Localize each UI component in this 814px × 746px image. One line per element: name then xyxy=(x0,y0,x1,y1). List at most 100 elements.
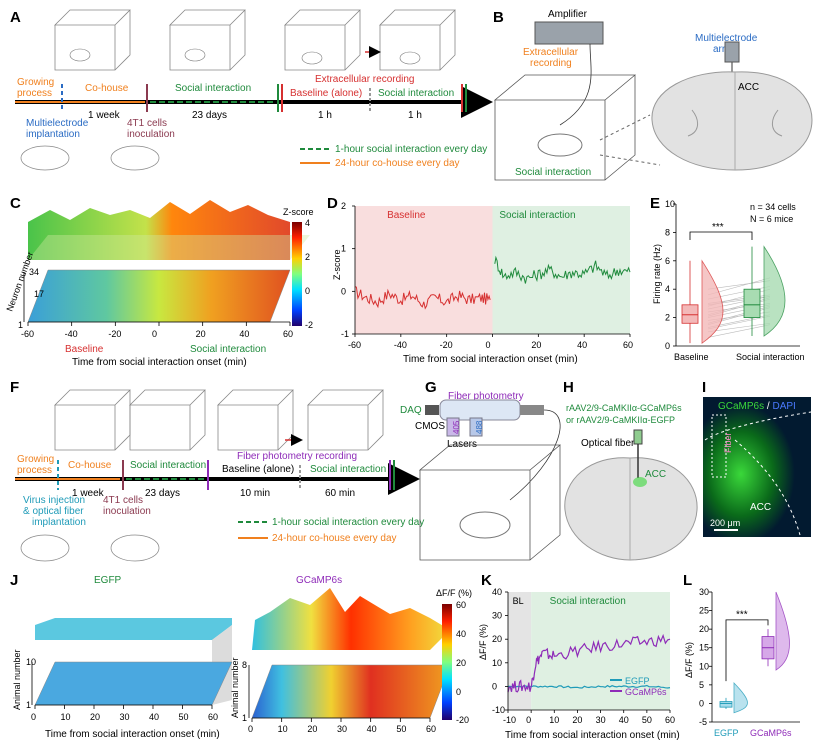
significance-bracket xyxy=(725,619,769,682)
cage-icon xyxy=(54,9,456,71)
x-tick-label: -10 xyxy=(503,715,516,725)
colorbar-title: Z-score xyxy=(283,207,314,217)
colorbar-tick: 60 xyxy=(456,600,466,610)
violin xyxy=(763,245,786,337)
micrograph xyxy=(703,397,811,537)
egfp-surface xyxy=(34,618,233,706)
colorbar-tick: 40 xyxy=(456,629,466,639)
sixty-min-label: 60 min xyxy=(325,488,355,499)
process-label: process xyxy=(17,88,52,99)
y-tick-label: 5 xyxy=(699,680,704,690)
recording-cage xyxy=(418,444,562,561)
recording-label: recording xyxy=(530,58,572,69)
daq-label: DAQ xyxy=(400,405,422,416)
social-label: Social interaction xyxy=(190,344,266,355)
x-axis-label: Time from social interaction onset (min) xyxy=(505,730,680,741)
x-axis-label: Time from social interaction onset (min) xyxy=(403,354,578,365)
region-outline xyxy=(734,439,801,536)
region-label: Social interaction xyxy=(499,210,575,221)
y-tick-label: 4 xyxy=(665,284,670,294)
dapi-stain-label: DAPI xyxy=(772,401,795,412)
scale-label: 200 μm xyxy=(710,518,740,528)
y-tick-label: 8 xyxy=(665,227,670,237)
x-tick-label: -20 xyxy=(440,340,453,350)
fiber-cable xyxy=(509,409,561,501)
panel-letter-e: E xyxy=(650,195,660,212)
panel-letter-f: F xyxy=(10,379,19,396)
x-axis-label: Time from social interaction onset (min) xyxy=(45,729,220,740)
social-label: Social interaction xyxy=(515,167,591,178)
gcamp-surface xyxy=(251,588,451,719)
x-tick-label: 20 xyxy=(90,712,100,722)
region-label: Social interaction xyxy=(550,596,626,607)
acc-label: ACC xyxy=(750,502,771,513)
animal-axis-label: Animal number xyxy=(12,649,22,710)
baseline-region xyxy=(355,206,493,334)
days-label: 23 days xyxy=(145,488,180,499)
significance-bracket xyxy=(689,231,753,240)
gcamp-title: GCaMP6s xyxy=(296,575,342,586)
fiber-ferrule xyxy=(633,429,643,445)
x-tick-label: -40 xyxy=(65,329,78,339)
x-tick-label: 40 xyxy=(619,715,629,725)
colorbar-tick: -20 xyxy=(456,715,469,725)
region-outline xyxy=(704,411,812,441)
panel-letter-h: H xyxy=(563,379,574,396)
pair-line xyxy=(707,322,771,333)
y-tick-label: 10 xyxy=(699,661,709,671)
violin xyxy=(775,591,790,671)
legend-cohouse-label: 24-hour co-house every day xyxy=(272,533,397,544)
y-tick-label: 2 xyxy=(665,313,670,323)
neuron-tick: 1 xyxy=(18,320,23,330)
chart-d: Baseline Social interaction -1 0 1 2 -60 -40 -20… xyxy=(332,201,633,365)
daq-icon xyxy=(425,405,439,415)
n-cells-label: n = 34 cells xyxy=(750,202,796,212)
x-tick-label: 10 xyxy=(61,712,71,722)
stain-label: GCaMP6s / DAPI xyxy=(718,401,796,412)
extracellular-label: Extracellular recording xyxy=(315,74,415,85)
x-tick-label: 30 xyxy=(337,724,347,734)
cohouse-label: Co-house xyxy=(68,460,112,471)
ten-min-label: 10 min xyxy=(240,488,270,499)
neuron-tick: 34 xyxy=(29,267,39,277)
panel-letter-a: A xyxy=(10,9,21,26)
x-tick-label: 50 xyxy=(179,712,189,722)
cage-icon xyxy=(54,389,384,451)
y-tick-label: 0 xyxy=(341,286,346,296)
animal-axis-label: Animal number xyxy=(230,657,240,718)
y-tick-label: 30 xyxy=(699,587,709,597)
x-tick-label: 0 xyxy=(486,340,491,350)
social-label-2: Social interaction xyxy=(310,464,386,475)
colorbar-tick: 2 xyxy=(305,252,310,262)
x-tick-label: -40 xyxy=(394,340,407,350)
y-tick-label: 15 xyxy=(699,643,709,653)
series-line xyxy=(354,286,491,310)
fiber-label: Fiber xyxy=(723,432,733,453)
legend-social-label: 1-hour social interaction every day xyxy=(335,144,487,155)
multielectrode-label: Multielectrode xyxy=(695,33,758,44)
y-tick-label: 25 xyxy=(699,606,709,616)
y-axis-label: ΔF/F (%) xyxy=(684,642,694,678)
amplifier-icon xyxy=(534,21,604,45)
region-label: Baseline xyxy=(387,210,426,221)
box xyxy=(719,701,733,708)
x-tick-label: 60 xyxy=(283,329,293,339)
neuron-axis-label: Neuron number xyxy=(4,250,35,312)
violin xyxy=(733,682,748,714)
y-tick-label: -1 xyxy=(341,329,349,339)
y-tick-label: -10 xyxy=(492,705,505,715)
colorbar-tick: 4 xyxy=(305,218,310,228)
virus-line-1: rAAV2/9-CaMKIIα-GCaMP6s xyxy=(566,403,682,413)
stain-separator: / xyxy=(764,401,772,412)
y-axis-label: Z-score xyxy=(332,249,342,280)
x-tick-label: 40 xyxy=(577,340,587,350)
x-tick-label: 30 xyxy=(596,715,606,725)
social-label: Social interaction xyxy=(175,83,251,94)
y-tick-label: 2 xyxy=(341,201,346,211)
laser-405-label: 405 xyxy=(452,420,461,434)
x-tick-label: 30 xyxy=(120,712,130,722)
cable xyxy=(559,43,592,126)
y-tick-label: 6 xyxy=(665,256,670,266)
implantation-label: implantation xyxy=(26,129,80,140)
